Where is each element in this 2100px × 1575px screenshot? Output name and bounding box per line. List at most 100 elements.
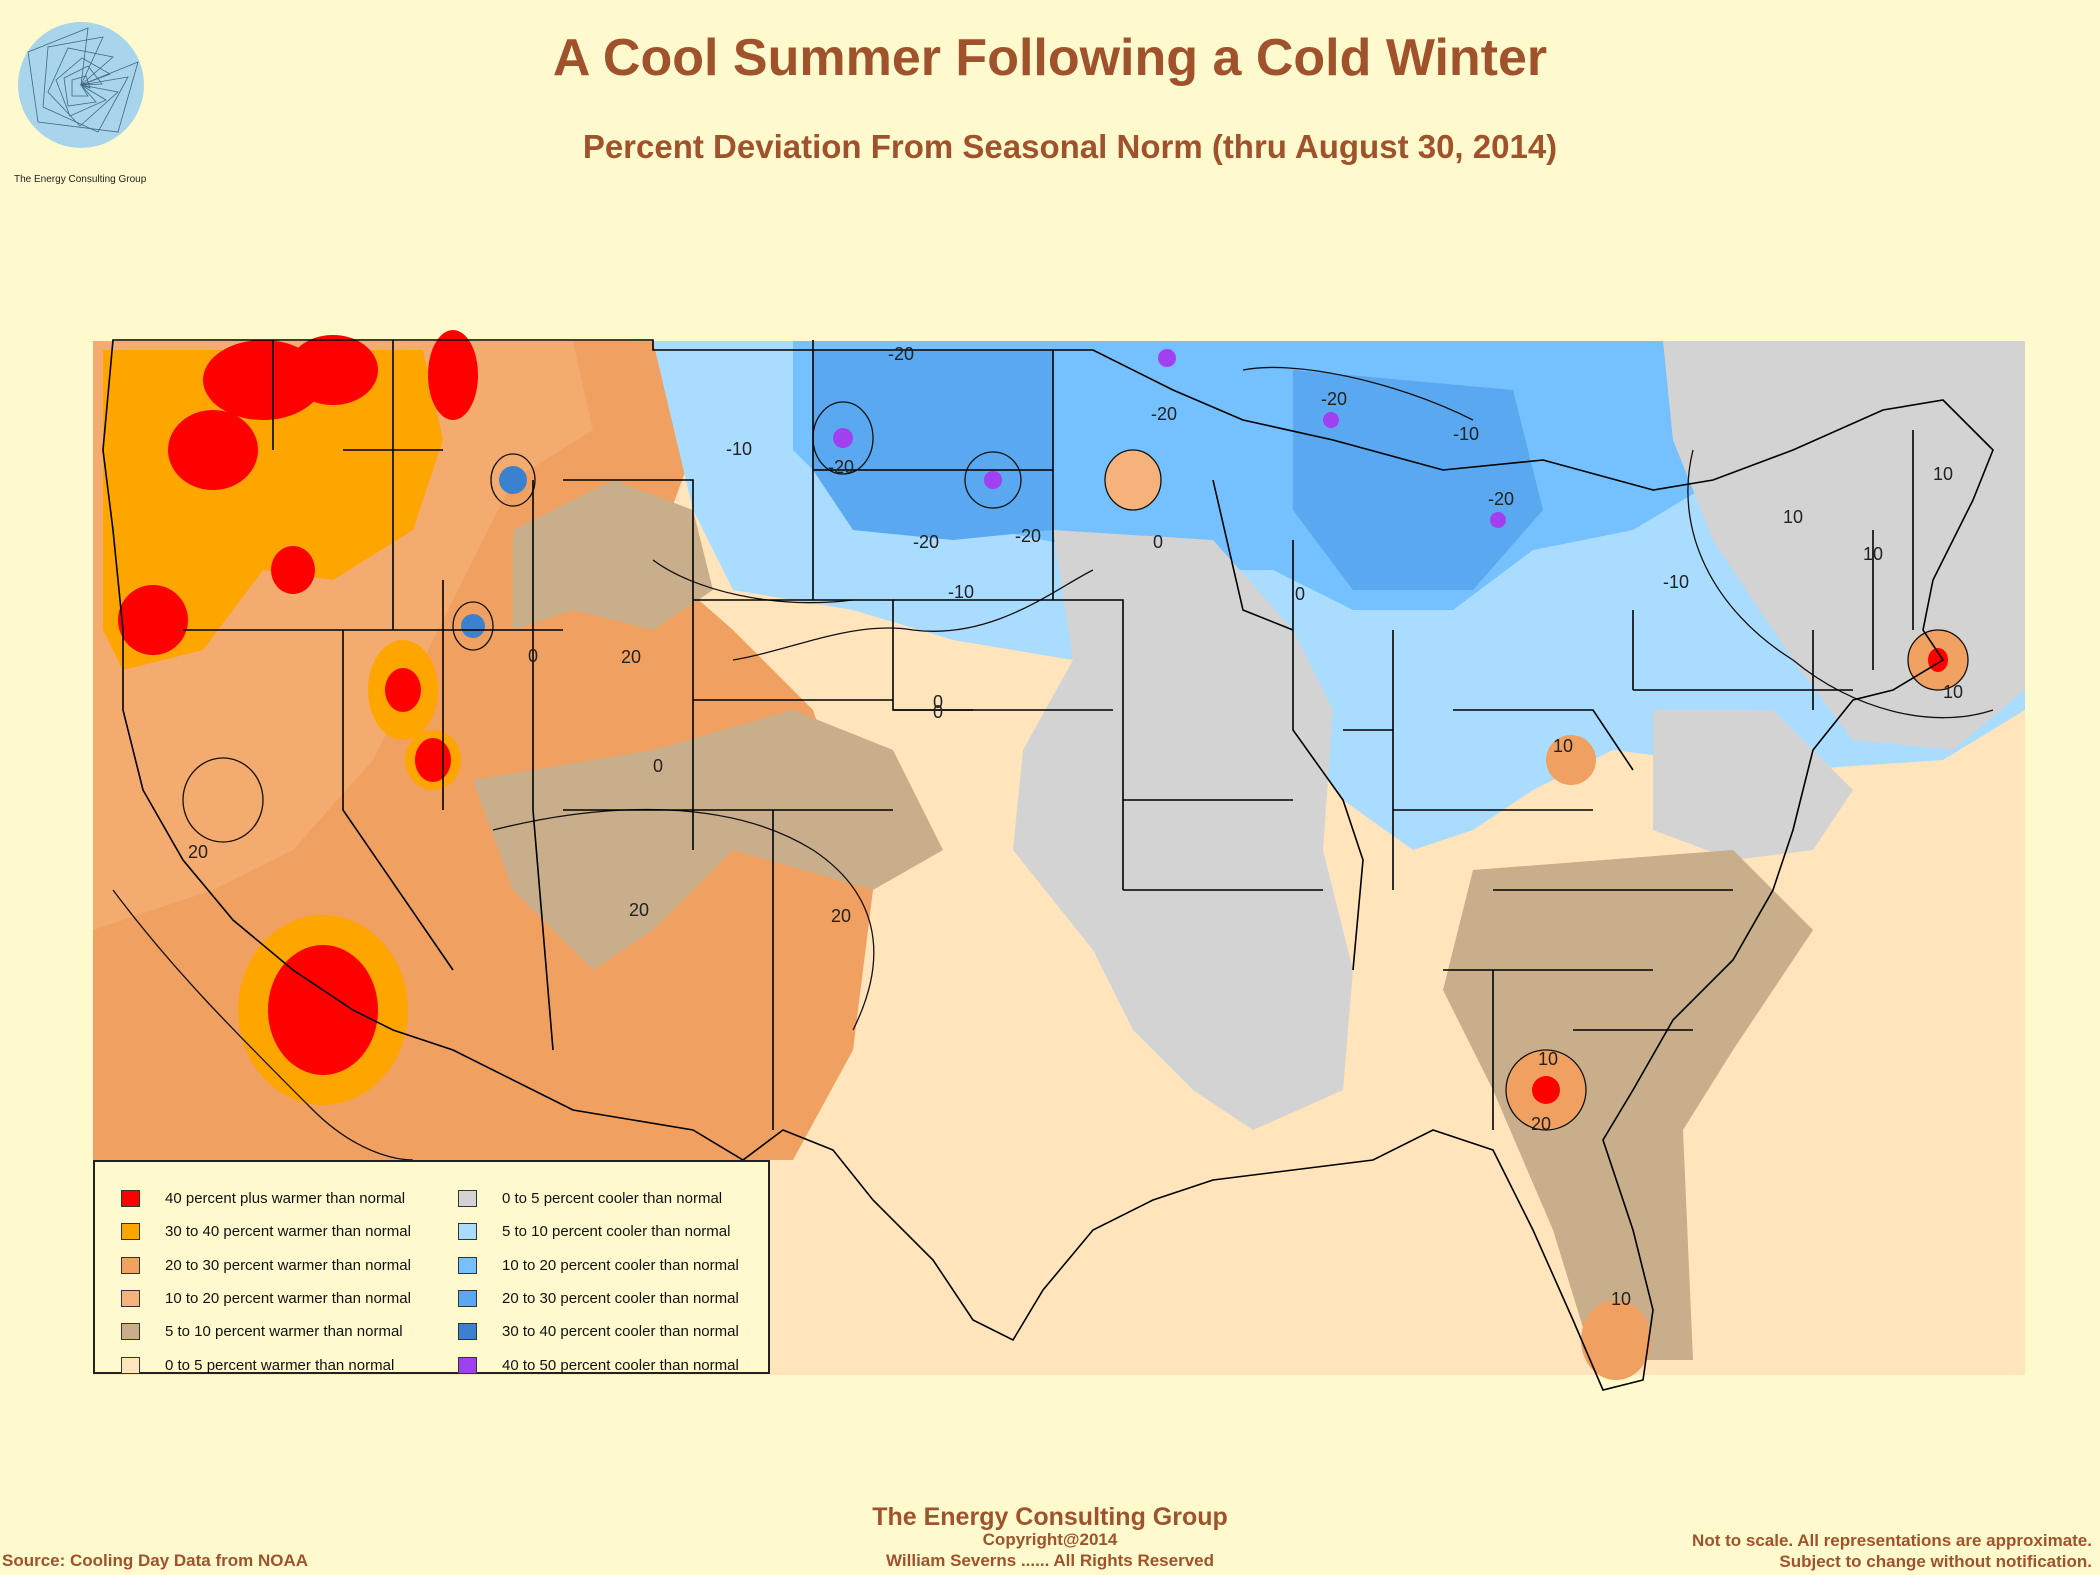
cold-spot [984, 471, 1002, 489]
legend-item: 20 to 30 percent warmer than normal [121, 1249, 411, 1282]
contour-labels: -20 -10 -20 -20 -20 -20 -20 -20 -10 -10 … [188, 344, 1963, 1309]
basin-mild-zone [513, 480, 713, 630]
hot-spot [428, 330, 478, 420]
contour-label: 0 [653, 756, 663, 776]
contour-label: 0 [933, 692, 943, 712]
legend-cool-column: 0 to 5 percent cooler than normal 5 to 1… [458, 1182, 739, 1382]
contour-label: 20 [831, 906, 851, 926]
contour-label: 20 [621, 647, 641, 667]
plains-mild-zone [473, 710, 943, 970]
page-subtitle: Percent Deviation From Seasonal Norm (th… [582, 128, 1558, 165]
spiral-logo-icon [18, 22, 144, 148]
cold-spot [833, 428, 853, 448]
contour-label: -20 [1151, 404, 1177, 424]
legend-label: 10 to 20 percent cooler than normal [502, 1256, 739, 1274]
contour-label: 10 [1553, 736, 1573, 756]
legend-swatch [458, 1356, 477, 1374]
hot-spot [271, 546, 315, 594]
legend-swatch [121, 1290, 140, 1308]
disclaimer: Not to scale. All representations are ap… [1692, 1530, 2092, 1572]
legend-swatch [121, 1356, 140, 1374]
contour-label: -10 [1663, 572, 1689, 592]
contour-label: 20 [1531, 1114, 1551, 1134]
contour-label: 10 [1933, 464, 1953, 484]
georgia-hot-spot [1532, 1076, 1560, 1104]
hot-spot [118, 585, 188, 655]
contour-label: 10 [1611, 1289, 1631, 1309]
state-boundaries [102, 339, 1994, 1391]
map-legend: 40 percent plus warmer than normal 30 to… [93, 1160, 770, 1374]
contour-label: 10 [1783, 507, 1803, 527]
company-logo: The Energy Consulting Group [14, 22, 154, 192]
data-source: Source: Cooling Day Data from NOAA [2, 1551, 309, 1570]
legend-swatch [121, 1223, 140, 1241]
logo-text: The Energy Consulting Group [14, 174, 147, 185]
legend-item: 20 to 30 percent cooler than normal [458, 1282, 739, 1315]
legend-label: 20 to 30 percent cooler than normal [502, 1290, 739, 1308]
contour-label: 20 [188, 842, 208, 862]
page-title: A Cool Summer Following a Cold Winter [552, 29, 1548, 87]
contour-label: 0 [1295, 584, 1305, 604]
socal-hot-zone [268, 945, 378, 1075]
disclaimer-line: Subject to change without notification. [1779, 1552, 2092, 1571]
legend-item: 40 to 50 percent cooler than normal [458, 1348, 739, 1381]
legend-label: 30 to 40 percent cooler than normal [502, 1323, 739, 1341]
contour-label: -20 [1488, 489, 1514, 509]
cold-spot [1323, 412, 1339, 428]
footer-org: The Energy Consulting Group [872, 1503, 1228, 1531]
legend-item: 5 to 10 percent cooler than normal [458, 1215, 739, 1248]
legend-swatch [458, 1223, 477, 1241]
hot-spot [385, 668, 421, 712]
contour-label: -20 [913, 532, 939, 552]
contour-label: -20 [1321, 389, 1347, 409]
footer-copyright: Copyright@2014 [982, 1530, 1118, 1549]
legend-label: 5 to 10 percent warmer than normal [165, 1323, 403, 1341]
cold-spot [461, 614, 485, 638]
central-cool-zone [1013, 530, 1353, 1130]
legend-item: 10 to 20 percent cooler than normal [458, 1249, 739, 1282]
cold-spot [1490, 512, 1506, 528]
legend-item: 10 to 20 percent warmer than normal [121, 1282, 411, 1315]
contour-label: 20 [629, 900, 649, 920]
contour-label: -20 [888, 344, 914, 364]
legend-label: 5 to 10 percent cooler than normal [502, 1223, 731, 1241]
minnesota-warm-spot [1105, 450, 1161, 510]
cold-spot [1158, 349, 1176, 367]
contour-label: -20 [828, 457, 854, 477]
legend-item: 30 to 40 percent warmer than normal [121, 1215, 411, 1248]
footer-rights: William Severns ...... All Rights Reserv… [886, 1551, 1214, 1570]
wv-warm-spot [1546, 735, 1596, 785]
legend-swatch [458, 1256, 477, 1274]
legend-label: 40 percent plus warmer than normal [165, 1190, 406, 1208]
dakotas-cold-zone [813, 350, 1053, 540]
cold-spot [499, 466, 527, 494]
legend-swatch [458, 1323, 477, 1341]
contour-label: -10 [726, 439, 752, 459]
contour-label: 0 [528, 646, 538, 666]
mid-atlantic-cool-zone [1653, 710, 1853, 860]
legend-warm-column: 40 percent plus warmer than normal 30 to… [121, 1182, 411, 1382]
legend-item: 5 to 10 percent warmer than normal [121, 1315, 411, 1348]
hot-spot [168, 410, 258, 490]
legend-item: 0 to 5 percent cooler than normal [458, 1182, 739, 1215]
legend-label: 0 to 5 percent warmer than normal [165, 1356, 395, 1374]
florida-warm-spot [1581, 1300, 1651, 1380]
legend-label: 30 to 40 percent warmer than normal [165, 1223, 411, 1241]
contour-label: 0 [933, 702, 943, 722]
legend-swatch [458, 1290, 477, 1308]
southeast-mild-zone [1443, 850, 1813, 1360]
contour-label: -10 [948, 582, 974, 602]
hot-spot [288, 335, 378, 405]
contour-lines [112, 366, 1994, 1161]
legend-swatch [458, 1190, 477, 1208]
legend-label: 10 to 20 percent warmer than normal [165, 1290, 411, 1308]
legend-item: 30 to 40 percent cooler than normal [458, 1315, 739, 1348]
contour-label: 10 [1538, 1049, 1558, 1069]
hot-spot [415, 738, 451, 782]
contour-label: 10 [1863, 544, 1883, 564]
legend-swatch [121, 1190, 140, 1208]
legend-swatch [121, 1256, 140, 1274]
contour-label: 0 [1153, 532, 1163, 552]
contour-label: -20 [1015, 526, 1041, 546]
legend-label: 0 to 5 percent cooler than normal [502, 1190, 723, 1208]
